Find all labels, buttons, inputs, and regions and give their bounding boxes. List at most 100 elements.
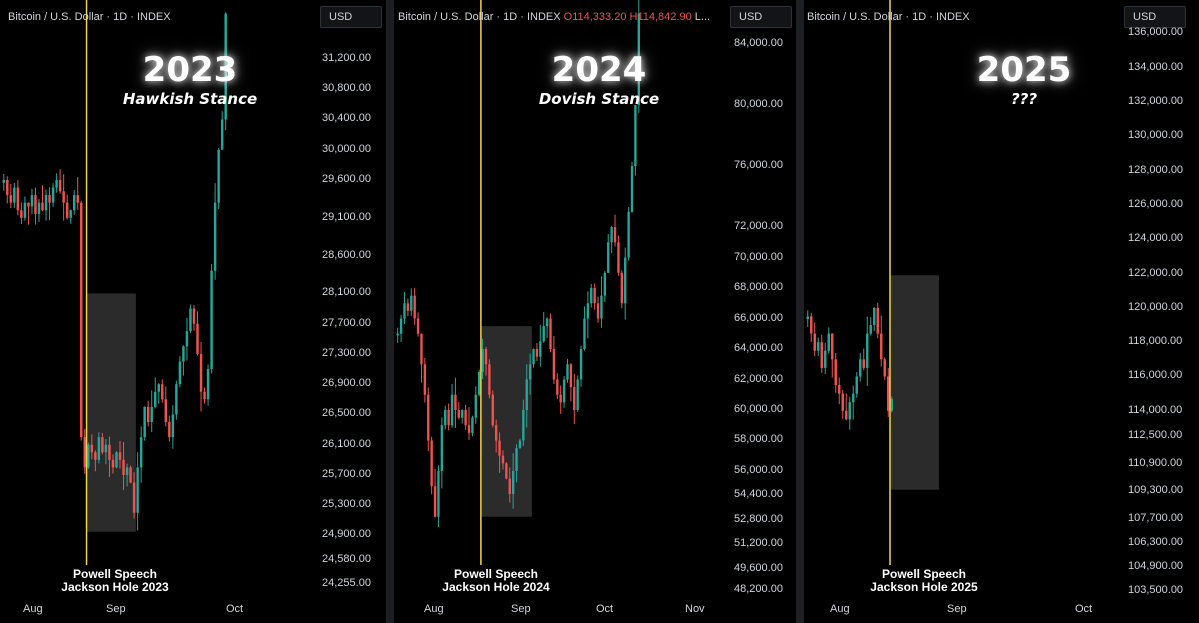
y-tick-label: 62,000.00 xyxy=(734,372,783,385)
year-title: 2025 xyxy=(976,50,1072,90)
y-tick-label: 29,100.00 xyxy=(322,210,371,223)
candle xyxy=(607,234,610,273)
candle xyxy=(556,373,559,400)
candle xyxy=(873,307,876,331)
candle xyxy=(178,356,182,388)
candle xyxy=(185,317,189,361)
candle xyxy=(820,334,823,373)
y-tick-label: 80,000.00 xyxy=(734,98,783,111)
y-tick-label: 26,900.00 xyxy=(322,377,371,390)
candle xyxy=(440,417,444,489)
currency-button[interactable]: USD xyxy=(730,6,792,28)
candle xyxy=(111,454,115,474)
candle xyxy=(838,377,841,405)
y-tick-label: 26,500.00 xyxy=(322,407,371,420)
candle xyxy=(430,436,433,495)
y-tick-label: 31,200.00 xyxy=(322,51,371,64)
y-tick-label: 25,300.00 xyxy=(322,498,371,511)
y-tick-label: 30,800.00 xyxy=(322,82,371,95)
y-tick-label: 107,700.00 xyxy=(1128,511,1184,524)
candle xyxy=(16,180,20,216)
candle xyxy=(210,264,213,374)
currency-button[interactable]: USD xyxy=(320,6,382,28)
candle xyxy=(447,403,450,431)
candle xyxy=(454,377,457,428)
chart-legend: Bitcoin / U.S. Dollar · 1D · INDEX xyxy=(807,11,970,23)
y-tick-label: 24,580.00 xyxy=(322,552,371,565)
chart-panel-2023: Bitcoin / U.S. Dollar · 1D · INDEX USD 2… xyxy=(0,0,386,623)
y-tick-label: 49,600.00 xyxy=(734,561,783,574)
candle xyxy=(817,337,820,356)
speech-annotation: Powell Speech Jackson Hole 2025 xyxy=(870,567,978,594)
candle xyxy=(474,386,477,424)
y-tick-label: 122,000.00 xyxy=(1128,266,1184,279)
candle xyxy=(433,468,437,518)
candle xyxy=(136,452,139,531)
candle xyxy=(855,372,858,398)
speech-annotation: Powell Speech Jackson Hole 2024 xyxy=(442,567,550,594)
y-tick-label: 51,200.00 xyxy=(734,537,783,550)
candle xyxy=(813,322,816,357)
candle xyxy=(118,441,122,469)
candle xyxy=(876,302,879,339)
candle xyxy=(848,396,851,430)
candle xyxy=(65,194,69,220)
candle xyxy=(637,0,640,113)
currency-button[interactable]: USD xyxy=(1124,6,1186,28)
y-tick-label: 120,000.00 xyxy=(1128,300,1184,313)
candle xyxy=(90,434,94,460)
candle xyxy=(51,183,55,207)
candle xyxy=(97,432,101,464)
y-tick-label: 56,000.00 xyxy=(734,463,783,476)
candle xyxy=(852,385,855,420)
y-tick-label: 70,000.00 xyxy=(734,250,783,263)
y-tick-label: 126,000.00 xyxy=(1128,197,1184,210)
candle xyxy=(862,348,865,371)
y-tick-label: 26,100.00 xyxy=(322,437,371,450)
y-tick-label: 30,000.00 xyxy=(322,142,371,155)
y-tick-label: 134,000.00 xyxy=(1128,60,1184,73)
candle xyxy=(566,358,569,383)
y-tick-label: 25,700.00 xyxy=(322,467,371,480)
candle xyxy=(48,187,51,221)
candle xyxy=(396,327,399,343)
x-tick-label: Oct xyxy=(596,603,614,615)
chart-legend: Bitcoin / U.S. Dollar · 1D · INDEX O114,… xyxy=(398,11,711,23)
candle xyxy=(164,386,168,427)
y-tick-label: 132,000.00 xyxy=(1128,95,1184,108)
y-tick-label: 66,000.00 xyxy=(734,311,783,324)
candle xyxy=(154,377,157,409)
candle xyxy=(471,415,474,437)
candle xyxy=(423,357,427,403)
candle xyxy=(450,383,454,428)
y-tick-label: 104,900.00 xyxy=(1128,559,1184,572)
candle xyxy=(464,404,467,430)
chart-canvas-2024 xyxy=(396,0,640,565)
candle xyxy=(518,438,522,449)
y-tick-label: 27,700.00 xyxy=(322,316,371,329)
candle xyxy=(596,296,600,323)
candle xyxy=(83,428,87,474)
candle xyxy=(143,406,146,441)
x-tick-label: Aug xyxy=(424,603,444,615)
candle xyxy=(101,432,104,455)
candle xyxy=(841,389,844,419)
candle xyxy=(94,450,97,472)
candle xyxy=(427,387,430,451)
y-tick-label: 54,400.00 xyxy=(734,488,783,501)
panel-divider xyxy=(386,0,394,623)
candle xyxy=(603,270,607,303)
chart-panel-2024: Bitcoin / U.S. Dollar · 1D · INDEX O114,… xyxy=(394,0,796,623)
candle xyxy=(2,173,5,191)
candle xyxy=(150,390,153,433)
candle xyxy=(217,147,220,210)
candle xyxy=(457,402,461,420)
candle xyxy=(552,336,556,384)
candle xyxy=(583,306,586,351)
panel-divider xyxy=(796,0,804,623)
candle xyxy=(108,436,111,477)
candle xyxy=(87,442,90,470)
candle xyxy=(624,247,627,320)
y-tick-label: 112,500.00 xyxy=(1128,429,1183,442)
candle xyxy=(869,317,872,336)
